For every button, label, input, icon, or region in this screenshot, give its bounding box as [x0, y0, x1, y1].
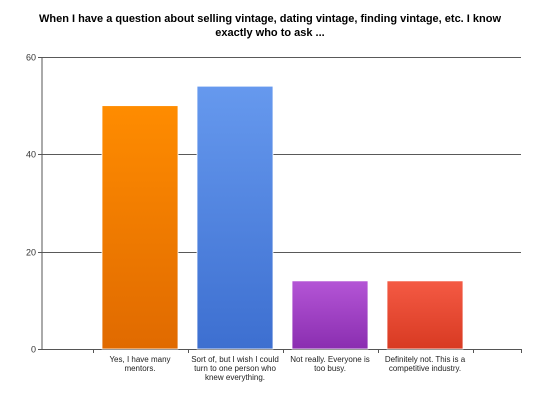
bars — [101, 85, 464, 350]
x-category-label: Not really. Everyone is too busy. — [290, 355, 370, 373]
x-category-label: Definitely not. This is a competitive in… — [384, 355, 466, 373]
bar — [196, 85, 274, 350]
bar — [386, 280, 464, 350]
x-ticks — [93, 349, 522, 353]
y-tick-label: 40 — [26, 150, 36, 160]
y-tick-label: 20 — [26, 248, 36, 258]
x-category-label: Sort of, but I wish I could turn to one … — [191, 355, 279, 382]
y-tick-label: 60 — [26, 53, 36, 63]
y-tick-labels: 0 20 40 60 — [26, 53, 36, 355]
chart-title: When I have a question about selling vin… — [38, 13, 502, 39]
axes — [41, 57, 521, 350]
y-tick-label: 0 — [31, 345, 36, 355]
bar — [101, 105, 179, 350]
x-category-label: Yes, I have many mentors. — [109, 355, 171, 373]
bar — [291, 280, 369, 350]
